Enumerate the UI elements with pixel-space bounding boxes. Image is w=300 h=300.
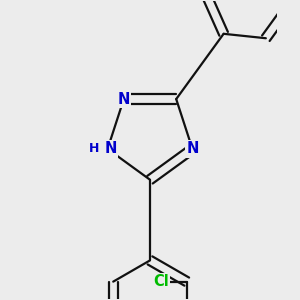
Text: N: N	[186, 141, 199, 156]
Text: N: N	[118, 92, 130, 106]
Text: N: N	[105, 141, 117, 156]
Text: H: H	[88, 142, 99, 155]
Text: Cl: Cl	[153, 274, 169, 289]
